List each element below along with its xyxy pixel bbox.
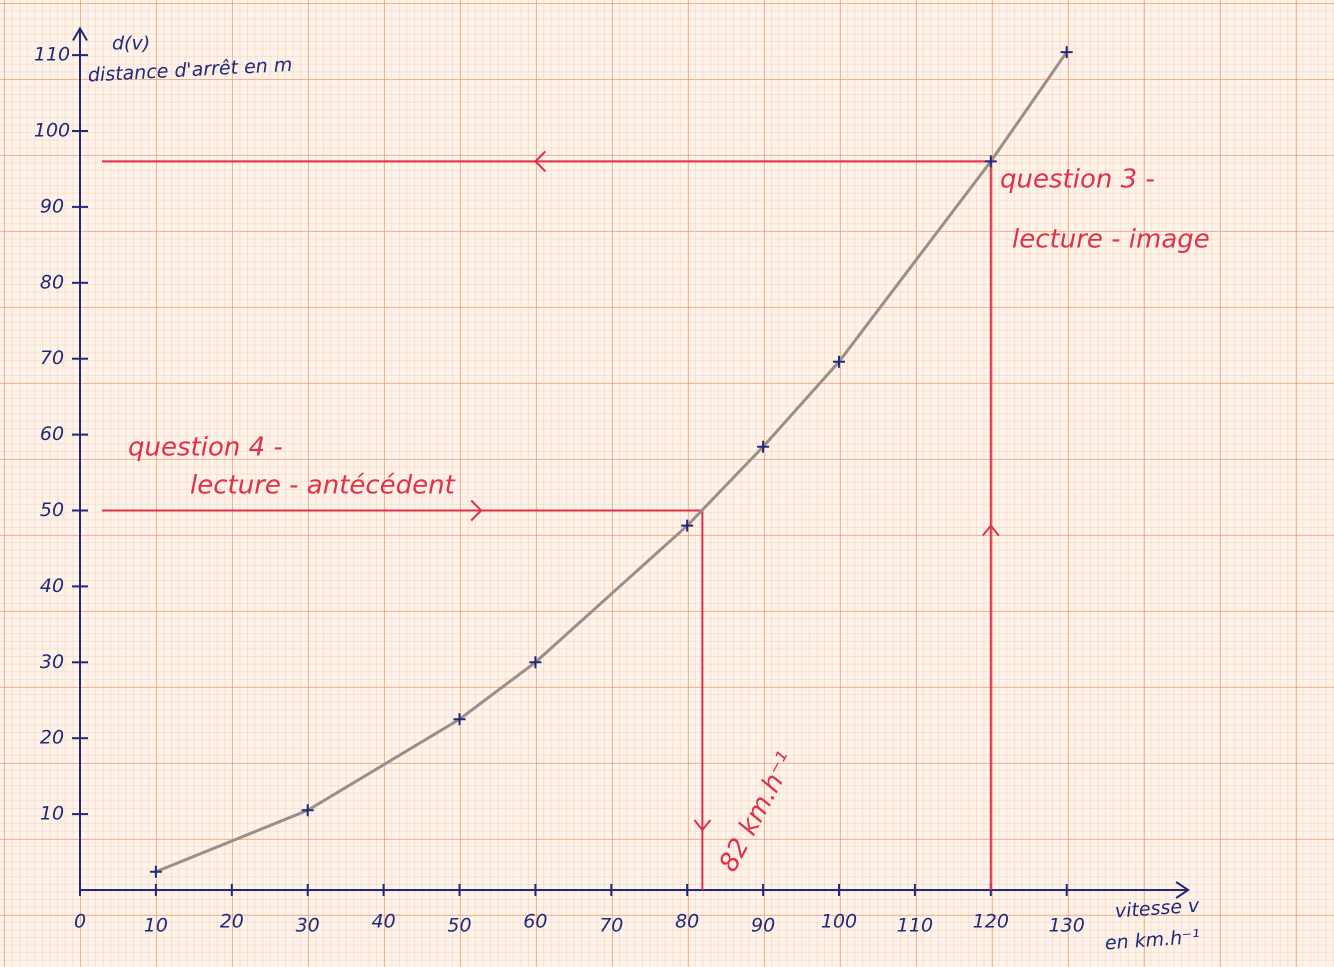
annotation: lecture - image (1012, 225, 1210, 255)
y-axis-label: d(v) (112, 33, 150, 55)
x-tick-label: 120 (973, 911, 1009, 933)
x-tick-label: 70 (599, 915, 623, 937)
x-tick-label: 100 (821, 911, 857, 933)
y-axis-label: distance d'arrêt en m (87, 54, 292, 87)
curve (156, 52, 1067, 872)
x-tick-label: 40 (372, 911, 396, 933)
x-value-label: 82 km.h⁻¹ (714, 747, 802, 876)
x-tick-label: 10 (144, 915, 168, 937)
data-point (150, 866, 162, 878)
y-tick-label: 70 (40, 347, 64, 369)
x-tick-label: 90 (751, 915, 775, 937)
x-tick-label: 130 (1049, 915, 1085, 937)
x-tick-label: 60 (523, 911, 547, 933)
x-tick-label: 110 (897, 915, 933, 937)
x-axis-label: vitesse v (1114, 895, 1201, 923)
x-tick-label: 80 (675, 911, 699, 933)
y-tick-label: 40 (40, 575, 64, 597)
y-tick-label: 90 (40, 195, 64, 217)
x-axis-label: en km.h⁻¹ (1104, 926, 1200, 955)
x-tick-label: 20 (220, 911, 244, 933)
y-tick-label: 60 (40, 423, 64, 445)
annotation: lecture - antécédent (190, 471, 456, 501)
chart: d(v) distance d'arrêt en m vitesse v en … (0, 0, 1334, 967)
annotation: question 4 - (128, 433, 283, 463)
x-tick-label: 0 (74, 911, 86, 933)
y-tick-label: 20 (40, 727, 64, 749)
x-tick-label: 50 (447, 915, 471, 937)
y-tick-label: 100 (34, 120, 70, 142)
y-tick-label: 110 (34, 44, 70, 66)
y-tick-label: 50 (40, 499, 64, 521)
annotation: question 3 - (1000, 165, 1155, 195)
y-tick-label: 80 (40, 271, 64, 293)
y-tick-label: 30 (40, 651, 64, 673)
x-tick-label: 30 (296, 915, 320, 937)
page: d(v) distance d'arrêt en m vitesse v en … (0, 0, 1334, 967)
y-tick-label: 10 (40, 803, 64, 825)
